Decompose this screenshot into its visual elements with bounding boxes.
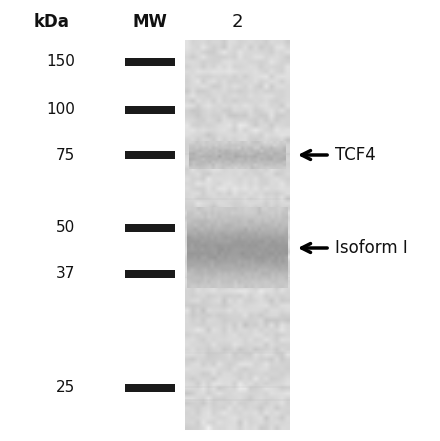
Text: 25: 25 — [56, 381, 75, 396]
Bar — [185, 352, 290, 354]
Text: 50: 50 — [56, 220, 75, 235]
Text: Isoform I: Isoform I — [335, 239, 408, 257]
Text: 2: 2 — [231, 13, 243, 31]
Text: MW: MW — [132, 13, 168, 31]
Bar — [125, 384, 175, 392]
Text: 150: 150 — [46, 55, 75, 70]
Bar — [125, 151, 175, 159]
Bar — [185, 40, 290, 430]
Bar — [125, 270, 175, 278]
Bar — [185, 277, 290, 278]
Text: kDa: kDa — [34, 13, 70, 31]
Bar — [125, 106, 175, 114]
Text: 75: 75 — [56, 147, 75, 162]
Bar — [125, 224, 175, 232]
Text: 100: 100 — [46, 102, 75, 117]
Text: TCF4: TCF4 — [335, 146, 376, 164]
Text: 37: 37 — [55, 266, 75, 281]
Bar — [185, 153, 290, 155]
Bar — [185, 399, 290, 401]
Bar — [185, 386, 290, 388]
Bar — [185, 198, 290, 200]
Bar — [125, 58, 175, 66]
